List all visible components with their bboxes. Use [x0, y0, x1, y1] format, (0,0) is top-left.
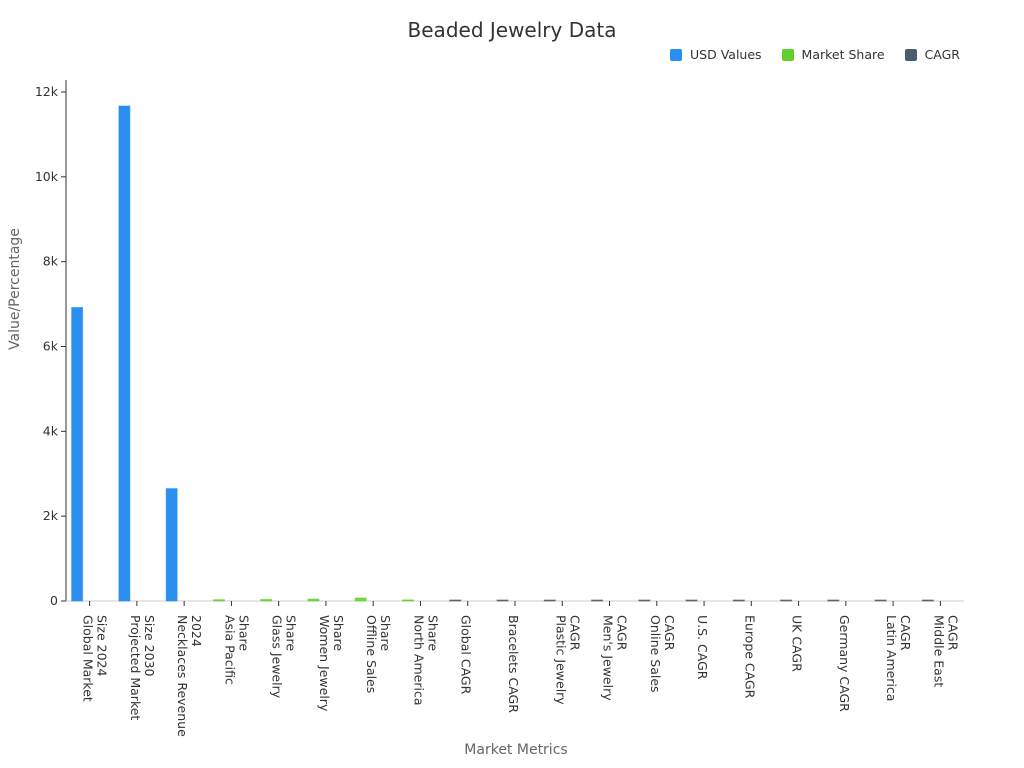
bar: [685, 599, 698, 602]
x-tick-label-line: Share: [236, 615, 251, 651]
x-tick-label-line: North America: [411, 615, 426, 706]
y-tick-label: 4k: [43, 423, 59, 438]
x-tick-label: UK CAGR: [790, 615, 805, 672]
x-tick-label-line: Share: [378, 615, 393, 651]
x-tick-label-line: Germany CAGR: [837, 615, 852, 712]
x-tick-label-line: CAGR: [567, 615, 582, 651]
x-tick-label-line: Glass Jewelry: [270, 615, 285, 699]
x-tick-label-line: CAGR: [945, 615, 960, 651]
x-tick-label: North America Share: [411, 615, 440, 706]
x-tick-label: Europe CAGR: [742, 615, 757, 699]
legend-item-share[interactable]: Market Share: [781, 47, 885, 62]
x-tick-label: Offline Sales Share: [364, 615, 393, 693]
x-tick-label: Asia Pacific Share: [222, 615, 251, 685]
bar: [260, 599, 273, 602]
legend-label-usd: USD Values: [690, 47, 762, 62]
x-tick-label-line: Share: [331, 615, 346, 651]
x-tick-label-line: Global CAGR: [459, 615, 474, 695]
x-tick-label: Bracelets CAGR: [506, 615, 521, 713]
bar: [543, 599, 556, 602]
x-tick-label-line: 2024: [189, 615, 204, 647]
y-tick-label: 2k: [43, 508, 59, 523]
y-tick-label: 6k: [43, 339, 59, 354]
bar: [780, 599, 793, 602]
x-tick-label-line: Women Jewelry: [317, 615, 332, 712]
legend-label-cagr: CAGR: [924, 47, 960, 62]
x-tick-label-line: Europe CAGR: [742, 615, 757, 699]
x-tick-label-line: Share: [284, 615, 299, 651]
x-tick-label: Global Market Size 2024: [81, 615, 110, 702]
y-tick-label: 12k: [35, 84, 59, 99]
bar: [165, 488, 178, 602]
x-tick-label-line: Offline Sales: [364, 615, 379, 693]
x-tick-label-line: CAGR: [615, 615, 630, 651]
bar: [71, 306, 84, 602]
x-tick-label: Plastic Jewelry CAGR: [553, 615, 582, 705]
legend-swatch-usd: [670, 48, 683, 61]
legend-label-share: Market Share: [801, 47, 885, 62]
x-tick-label-line: Size 2024: [95, 615, 110, 676]
x-tick-label-line: Bracelets CAGR: [506, 615, 521, 713]
bar: [118, 105, 131, 602]
x-tick-label-line: CAGR: [898, 615, 913, 651]
legend-swatch-share: [781, 48, 794, 61]
chart-title: Beaded Jewelry Data: [407, 18, 617, 42]
x-tick-label: Glass Jewelry Share: [270, 615, 299, 699]
x-tick-label-line: UK CAGR: [790, 615, 805, 672]
x-tick-label-line: Middle East: [931, 615, 946, 687]
bar: [591, 599, 604, 602]
bar: [401, 599, 414, 602]
x-tick-label-line: Projected Market: [128, 615, 143, 720]
x-tick-label-line: Asia Pacific: [222, 615, 237, 685]
x-tick-label-line: CAGR: [662, 615, 677, 651]
y-tick-label: 0: [50, 593, 58, 608]
legend-item-cagr[interactable]: CAGR: [904, 47, 960, 62]
x-tick-label-line: Online Sales: [648, 615, 663, 693]
bar: [921, 599, 934, 602]
legend-item-usd[interactable]: USD Values: [670, 47, 762, 62]
x-tick-label: Projected Market Size 2030: [128, 615, 157, 720]
x-tick-label: Online Sales CAGR: [648, 615, 677, 693]
bar: [307, 598, 320, 602]
x-tick-label-line: Size 2030: [142, 615, 157, 676]
x-tick-label-line: Share: [425, 615, 440, 651]
bar: [212, 599, 225, 602]
x-tick-label: Men's Jewelry CAGR: [601, 615, 630, 701]
bar: [874, 599, 887, 602]
y-tick-label: 8k: [43, 254, 59, 269]
x-tick-label-line: Plastic Jewelry: [553, 615, 568, 705]
x-tick-label-line: Necklaces Revenue: [175, 615, 190, 737]
x-tick-label-line: Global Market: [81, 615, 96, 702]
bar: [827, 599, 840, 602]
bar: [449, 599, 462, 602]
bar: [638, 599, 651, 602]
y-tick-label: 10k: [35, 169, 59, 184]
x-tick-label: Middle East CAGR: [931, 615, 960, 687]
x-axis-label: Market Metrics: [464, 742, 568, 758]
legend-swatch-cagr: [904, 48, 917, 61]
x-tick-label-line: U.S. CAGR: [695, 615, 710, 680]
x-tick-label: U.S. CAGR: [695, 615, 710, 680]
legend: USD Values Market Share CAGR: [670, 47, 960, 62]
x-tick-label: Latin America CAGR: [884, 615, 913, 701]
x-tick-label: Necklaces Revenue 2024: [175, 615, 204, 737]
x-tick-label: Germany CAGR: [837, 615, 852, 712]
x-tick-label: Women Jewelry Share: [317, 615, 346, 712]
x-tick-label-line: Men's Jewelry: [601, 615, 616, 701]
bar: [354, 597, 367, 602]
bar: [496, 599, 509, 602]
x-tick-label: Global CAGR: [459, 615, 474, 695]
x-tick-label-line: Latin America: [884, 615, 899, 701]
bar: [732, 599, 745, 602]
